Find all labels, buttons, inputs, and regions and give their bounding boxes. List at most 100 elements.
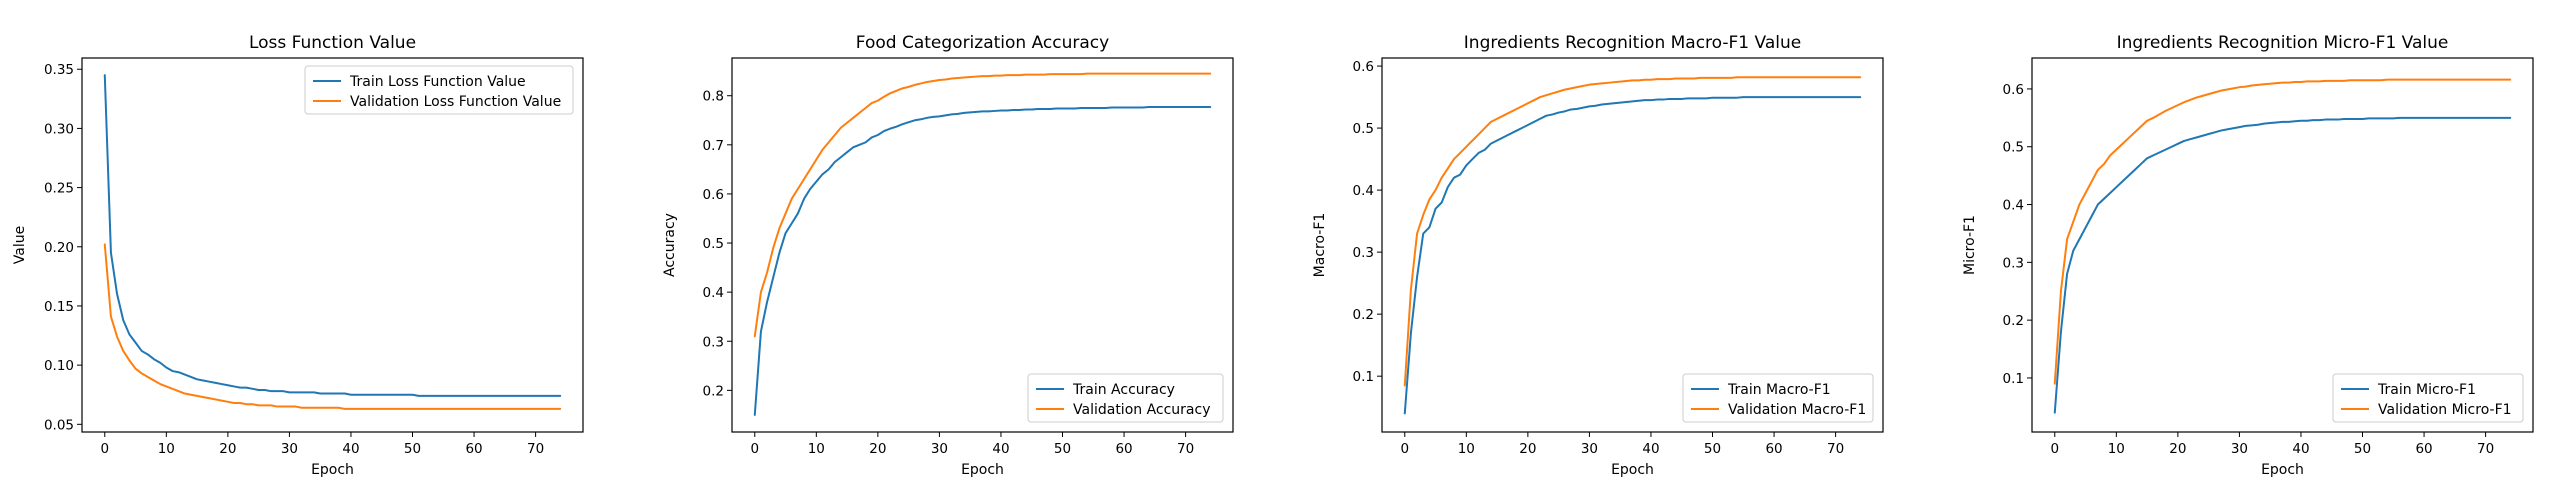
plot-frame xyxy=(731,57,1234,433)
chart-2: Food Categorization Accuracy 0 10 20 30 40 50 6… xyxy=(662,33,1234,478)
x-tick-label: 20 xyxy=(869,441,886,457)
x-tick-label: 10 xyxy=(2108,441,2125,457)
y-tick-label: 0.1 xyxy=(2003,371,2024,387)
x-tick-label: 40 xyxy=(1642,441,1659,457)
x-tick-label: 10 xyxy=(1458,441,1475,457)
x-tick-label: 50 xyxy=(2354,441,2371,457)
x-tick-label: 0 xyxy=(2050,441,2059,457)
chart-title: Ingredients Recognition Micro-F1 Value xyxy=(2117,33,2449,53)
series-line-validation xyxy=(1403,76,1862,387)
x-tick-label: 30 xyxy=(2231,441,2248,457)
y-tick-label: 0.3 xyxy=(2003,255,2024,271)
legend-box xyxy=(304,65,574,115)
y-axis-label: Accuracy xyxy=(662,213,678,277)
legend-box xyxy=(2332,373,2524,423)
y-tick-label: 0.6 xyxy=(2003,82,2024,98)
plot-frame xyxy=(1381,57,1884,433)
x-tick-label: 20 xyxy=(219,441,236,457)
y-tick-label: 0.4 xyxy=(703,285,724,301)
series-line-validation xyxy=(103,243,562,410)
y-tick-label: 0.1 xyxy=(1353,369,1374,385)
legend-label: Validation Loss Function Value xyxy=(350,94,561,110)
x-tick-label: 70 xyxy=(1827,441,1844,457)
series-line-validation xyxy=(753,72,1212,338)
y-axis-label: Macro-F1 xyxy=(1312,213,1328,278)
y-tick-label: 0.3 xyxy=(1353,245,1374,261)
legend-label: Validation Macro-F1 xyxy=(1728,402,1866,418)
x-tick-label: 60 xyxy=(465,441,482,457)
x-tick-label: 50 xyxy=(1704,441,1721,457)
series-line-validation xyxy=(2053,78,2512,385)
chart-title: Ingredients Recognition Macro-F1 Value xyxy=(1464,33,1801,53)
y-tick-label: 0.7 xyxy=(703,138,724,154)
legend: Train Loss Function Value Validation Loss… xyxy=(304,65,574,115)
y-tick-label: 0.5 xyxy=(2003,140,2024,156)
x-tick-label: 20 xyxy=(1519,441,1536,457)
y-tick-label: 0.6 xyxy=(703,187,724,203)
x-tick-label: 40 xyxy=(992,441,1009,457)
x-tick-label: 30 xyxy=(281,441,298,457)
chart-4: Ingredients Recognition Micro-F1 Value 0 1… xyxy=(1962,33,2534,478)
x-tick-label: 0 xyxy=(750,441,759,457)
plot-frame xyxy=(2031,57,2534,433)
series-line-train xyxy=(2053,116,2512,414)
x-tick-label: 0 xyxy=(1400,441,1409,457)
y-tick-label: 0.25 xyxy=(44,181,74,197)
y-tick-label: 0.2 xyxy=(2003,313,2024,329)
y-tick-label: 0.8 xyxy=(703,89,724,105)
y-tick-label: 0.05 xyxy=(44,417,74,433)
legend-label: Validation Micro-F1 xyxy=(2378,402,2512,418)
y-tick-label: 0.10 xyxy=(44,358,74,374)
x-tick-label: 60 xyxy=(1765,441,1782,457)
legend: Train Micro-F1 Validation Micro-F1 xyxy=(2332,373,2524,423)
x-tick-label: 60 xyxy=(2415,441,2432,457)
x-tick-label: 20 xyxy=(2169,441,2186,457)
chart-title: Food Categorization Accuracy xyxy=(856,33,1109,53)
y-tick-label: 0.30 xyxy=(44,121,74,137)
x-tick-label: 50 xyxy=(404,441,421,457)
x-tick-label: 50 xyxy=(1054,441,1071,457)
x-axis-label: Epoch xyxy=(2261,462,2304,478)
legend: Train Macro-F1 Validation Macro-F1 xyxy=(1682,373,1874,423)
x-tick-label: 40 xyxy=(2292,441,2309,457)
x-axis-label: Epoch xyxy=(311,462,354,478)
x-tick-label: 40 xyxy=(342,441,359,457)
x-tick-label: 60 xyxy=(1115,441,1132,457)
x-tick-label: 10 xyxy=(158,441,175,457)
y-tick-label: 0.2 xyxy=(1353,307,1374,323)
chart-title: Loss Function Value xyxy=(249,33,416,53)
legend-label: Train Macro-F1 xyxy=(1727,382,1831,398)
legend-label: Train Micro-F1 xyxy=(2377,382,2476,398)
y-tick-label: 0.5 xyxy=(1353,121,1374,137)
y-tick-label: 0.4 xyxy=(2003,198,2024,214)
y-tick-label: 0.4 xyxy=(1353,183,1374,199)
series-line-train xyxy=(1403,96,1862,415)
x-tick-label: 10 xyxy=(808,441,825,457)
x-tick-label: 0 xyxy=(100,441,109,457)
x-tick-label: 70 xyxy=(1177,441,1194,457)
y-tick-label: 0.5 xyxy=(703,236,724,252)
y-tick-label: 0.35 xyxy=(44,62,74,78)
x-axis-label: Epoch xyxy=(961,462,1004,478)
chart-1: Loss Function Value 0 10 20 30 40 50 60 70 0.05 0.… xyxy=(12,33,584,478)
y-tick-label: 0.15 xyxy=(44,299,74,315)
chart-3: Ingredients Recognition Macro-F1 Value 0 1… xyxy=(1312,33,1884,478)
legend-label: Train Accuracy xyxy=(1072,382,1175,398)
y-axis-label: Micro-F1 xyxy=(1962,215,1978,275)
legend-box xyxy=(1682,373,1874,423)
y-tick-label: 0.2 xyxy=(703,383,724,399)
series-line-train xyxy=(753,106,1212,416)
legend-label: Validation Accuracy xyxy=(1073,402,1211,418)
y-tick-label: 0.20 xyxy=(44,240,74,256)
x-tick-label: 30 xyxy=(1581,441,1598,457)
x-axis-label: Epoch xyxy=(1611,462,1654,478)
legend: Train Accuracy Validation Accuracy xyxy=(1027,373,1224,423)
x-tick-label: 70 xyxy=(527,441,544,457)
legend-label: Train Loss Function Value xyxy=(349,74,526,90)
plot-frame xyxy=(81,57,584,433)
y-axis-label: Value xyxy=(12,226,28,264)
legend-box xyxy=(1027,373,1224,423)
y-tick-label: 0.3 xyxy=(703,334,724,350)
x-tick-label: 70 xyxy=(2477,441,2494,457)
